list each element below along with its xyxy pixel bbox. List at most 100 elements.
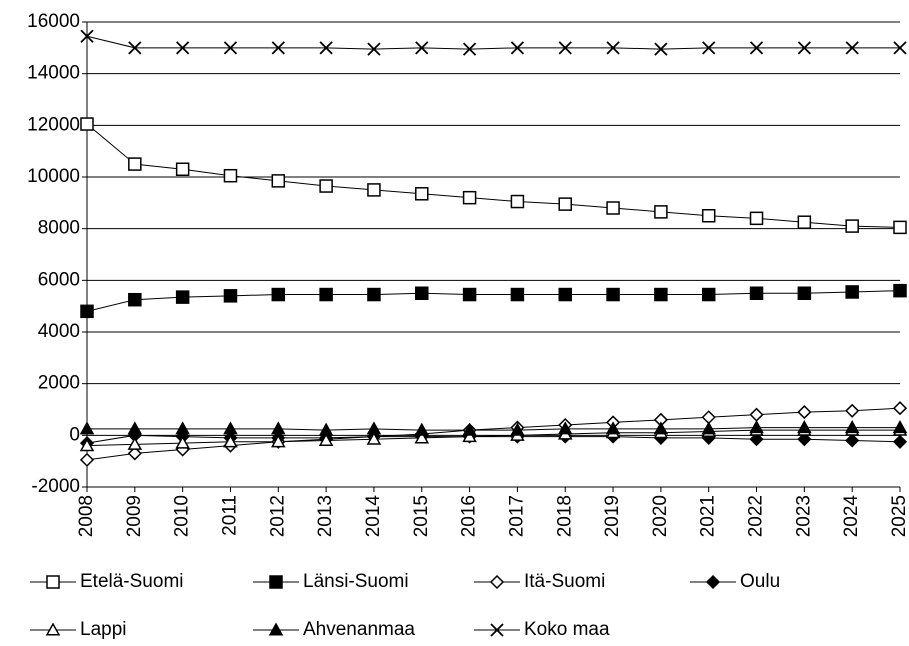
x-tick-label: 2018 [554, 495, 575, 537]
point [175, 421, 190, 435]
point [462, 422, 477, 436]
y-tick-label: 12000 [27, 114, 80, 135]
legend-marker [268, 622, 284, 636]
legend-marker [490, 623, 504, 637]
x-tick-label: 2017 [506, 495, 527, 537]
point [845, 285, 859, 299]
point [701, 209, 716, 223]
point [127, 436, 143, 450]
legend-label: Itä-Suomi [524, 571, 605, 592]
point [367, 287, 381, 302]
point [892, 420, 908, 434]
point [415, 286, 429, 300]
y-tick-label: 14000 [27, 63, 80, 84]
point [510, 287, 525, 302]
y-tick-label: 6000 [38, 269, 80, 290]
point [845, 219, 859, 233]
legend-marker [46, 575, 60, 589]
point [749, 41, 764, 55]
x-tick-label: 2015 [411, 495, 432, 537]
x-tick-label: 2009 [124, 495, 145, 537]
point [366, 431, 382, 445]
x-tick-label: 2019 [602, 495, 623, 537]
y-tick-label: 0 [69, 424, 80, 445]
point [223, 289, 238, 303]
series-line [86, 123, 901, 228]
point [845, 41, 859, 55]
legend-label: Länsi-Suomi [303, 571, 409, 592]
point [510, 41, 525, 55]
point [892, 434, 908, 449]
point [79, 452, 95, 467]
point [797, 41, 811, 55]
y-tick-label: 2000 [38, 373, 80, 394]
point [558, 41, 572, 55]
point [845, 433, 860, 448]
x-tick-label: 2010 [172, 495, 193, 537]
point [127, 421, 143, 435]
x-tick-label: 2013 [315, 495, 336, 537]
y-tick-label: -2000 [31, 476, 80, 497]
point [176, 41, 190, 55]
point [462, 42, 477, 56]
x-tick-label: 2020 [650, 495, 671, 537]
point [797, 432, 812, 447]
x-tick-label: 2021 [698, 495, 719, 537]
point [175, 435, 190, 449]
point [797, 286, 812, 300]
point [271, 287, 286, 302]
point [175, 290, 190, 304]
point [845, 403, 860, 418]
point [654, 205, 668, 219]
point [414, 430, 430, 444]
point [367, 42, 381, 56]
point [127, 446, 142, 461]
point [557, 421, 573, 435]
point [223, 168, 238, 183]
point [80, 29, 94, 43]
y-tick-label: 16000 [27, 11, 80, 32]
series-line [86, 434, 901, 444]
point [462, 190, 477, 205]
series-line [86, 429, 900, 447]
point [223, 41, 238, 55]
y-tick-label: 10000 [27, 166, 80, 187]
point [749, 211, 764, 226]
point [797, 420, 812, 434]
point [749, 432, 764, 447]
x-tick-label: 2012 [267, 495, 288, 537]
legend-marker [269, 575, 283, 589]
point [128, 41, 142, 55]
point [558, 287, 572, 302]
point [175, 162, 190, 176]
legend-label: Ahvenanmaa [303, 619, 415, 640]
point [797, 215, 812, 229]
point [749, 420, 764, 434]
point [510, 422, 525, 436]
y-tick-label: 8000 [38, 218, 80, 239]
point [319, 179, 333, 193]
point [701, 421, 716, 435]
point [318, 432, 334, 447]
legend-marker [45, 622, 61, 636]
point [797, 405, 812, 420]
point [318, 422, 334, 436]
point [605, 421, 621, 435]
series-line [86, 35, 900, 50]
point [415, 187, 429, 201]
point [271, 174, 286, 188]
legend-label: Lappi [80, 619, 127, 640]
point [654, 287, 668, 302]
point [271, 434, 286, 448]
point [79, 421, 95, 435]
point [128, 157, 142, 171]
x-tick-label: 2011 [219, 495, 240, 536]
point [462, 429, 477, 443]
point [893, 283, 907, 298]
legend-label: Etelä-Suomi [80, 571, 184, 592]
point [606, 201, 620, 215]
point [462, 287, 477, 302]
point [271, 41, 285, 55]
legend-marker [705, 574, 721, 590]
